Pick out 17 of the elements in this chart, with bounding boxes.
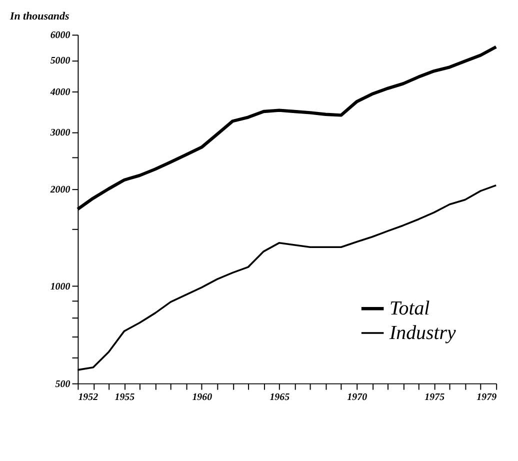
x-tick-label: 1970: [347, 392, 368, 403]
x-tick-label: 1952: [78, 392, 98, 403]
x-tick-label: 1960: [192, 392, 212, 403]
y-tick-label: 1000: [50, 282, 70, 293]
x-tick-label: 1955: [114, 392, 135, 403]
legend-label: Industry: [388, 322, 456, 344]
x-tick-label: 1979: [476, 392, 497, 403]
y-tick-label: 3000: [49, 127, 70, 138]
y-tick-label: 6000: [50, 30, 70, 42]
legend-label: Total: [389, 298, 430, 320]
y-tick-label: 5000: [50, 56, 70, 67]
y-tick-label: 4000: [49, 87, 70, 98]
y-tick-label: 500: [55, 378, 70, 390]
x-tick-label: 1965: [270, 392, 290, 403]
y-axis-title: In thousands: [8, 10, 70, 23]
y-tick-label: 2000: [49, 184, 70, 196]
x-tick-label: 1975: [424, 392, 445, 403]
